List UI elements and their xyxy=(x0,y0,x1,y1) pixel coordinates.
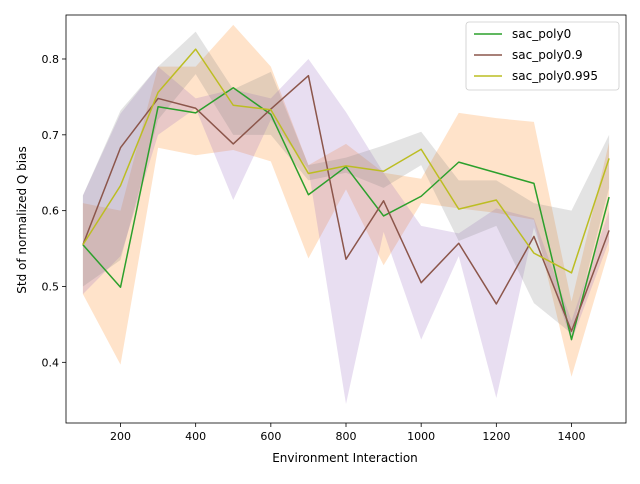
band-2 xyxy=(82,31,610,334)
axes: 200 400 600 800 1000 1200 1400 0.4 0.5 0.6 0.7 0.8 xyxy=(42,14,627,443)
x-tick-label: 200 xyxy=(110,430,131,443)
x-tick-label: 400 xyxy=(185,430,206,443)
x-tick-label: 600 xyxy=(260,430,281,443)
band-1 xyxy=(82,58,610,405)
series-line-1 xyxy=(82,74,610,332)
series-lines xyxy=(82,48,610,341)
legend-label-1: sac_poly0.9 xyxy=(512,48,583,62)
y-tick-label: 0.5 xyxy=(42,280,60,293)
x-tick-label: 1200 xyxy=(482,430,510,443)
legend-label-0: sac_poly0 xyxy=(512,27,571,41)
y-tick-label: 0.8 xyxy=(42,53,60,66)
series-line-2 xyxy=(82,48,610,274)
legend-box xyxy=(465,21,620,91)
x-tick-label: 1000 xyxy=(407,430,435,443)
confidence-bands xyxy=(82,24,610,405)
x-tick-label: 1400 xyxy=(558,430,586,443)
y-tick-label: 0.4 xyxy=(42,356,60,369)
x-axis-label: Environment Interaction xyxy=(272,451,418,465)
x-tick-label: 800 xyxy=(336,430,357,443)
legend-label-2: sac_poly0.995 xyxy=(512,69,598,83)
legend: sac_poly0 sac_poly0.9 sac_poly0.995 xyxy=(465,21,620,91)
band-0 xyxy=(82,24,610,377)
y-axis-label: Std of normalized Q bias xyxy=(15,146,29,293)
y-tick-label: 0.7 xyxy=(42,129,60,142)
y-tick-label: 0.6 xyxy=(42,205,60,218)
